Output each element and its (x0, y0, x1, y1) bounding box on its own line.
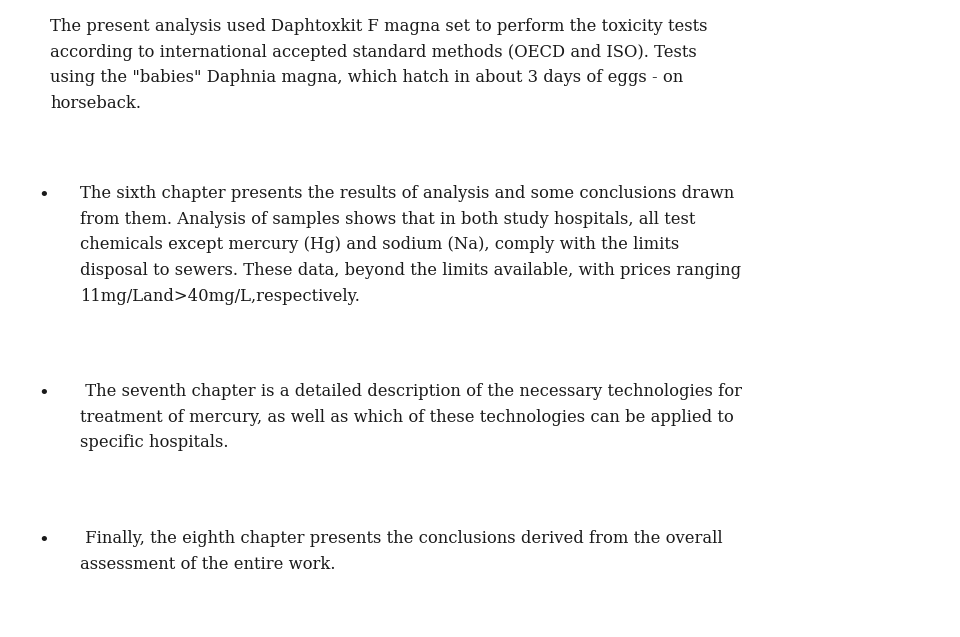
Text: assessment of the entire work.: assessment of the entire work. (80, 555, 335, 573)
Text: The sixth chapter presents the results of analysis and some conclusions drawn: The sixth chapter presents the results o… (80, 185, 734, 202)
Text: 11mg/Land>40mg/L,respectively.: 11mg/Land>40mg/L,respectively. (80, 288, 360, 305)
Text: •: • (38, 187, 49, 204)
Text: from them. Analysis of samples shows that in both study hospitals, all test: from them. Analysis of samples shows tha… (80, 211, 695, 227)
Text: Finally, the eighth chapter presents the conclusions derived from the overall: Finally, the eighth chapter presents the… (80, 530, 723, 547)
Text: •: • (38, 532, 49, 550)
Text: •: • (38, 385, 49, 403)
Text: specific hospitals.: specific hospitals. (80, 434, 228, 452)
Text: The seventh chapter is a detailed description of the necessary technologies for: The seventh chapter is a detailed descri… (80, 383, 742, 400)
Text: treatment of mercury, as well as which of these technologies can be applied to: treatment of mercury, as well as which o… (80, 409, 733, 426)
Text: horseback.: horseback. (50, 95, 141, 112)
Text: The present analysis used Daphtoxkit F magna set to perform the toxicity tests: The present analysis used Daphtoxkit F m… (50, 18, 708, 35)
Text: according to international accepted standard methods (OECD and ISO). Tests: according to international accepted stan… (50, 44, 697, 61)
Text: chemicals except mercury (Hg) and sodium (Na), comply with the limits: chemicals except mercury (Hg) and sodium… (80, 236, 680, 254)
Text: disposal to sewers. These data, beyond the limits available, with prices ranging: disposal to sewers. These data, beyond t… (80, 262, 741, 279)
Text: using the "babies" Daphnia magna, which hatch in about 3 days of eggs - on: using the "babies" Daphnia magna, which … (50, 69, 684, 87)
